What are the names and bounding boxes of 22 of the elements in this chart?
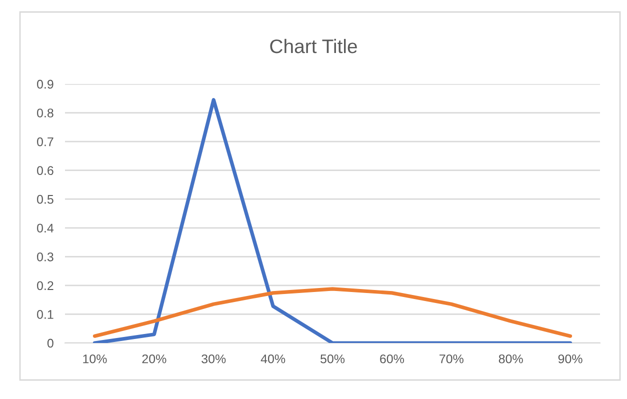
y-tick-label: 0.7 [37,137,54,146]
y-tick-label: 0.4 [37,224,54,233]
x-tick-label: 90% [558,354,582,364]
y-tick-label: 0.6 [37,166,54,175]
x-tick-label: 80% [498,354,523,364]
chart-title: Chart Title [270,38,357,54]
x-tick-label: 30% [202,354,226,364]
y-tick-label: 0.1 [37,310,54,319]
line-series [92,98,572,343]
x-tick-label: 10% [83,354,107,364]
y-tick-label: 0.9 [37,80,54,89]
x-tick-label: 60% [380,354,404,364]
y-tick-label: 0.2 [37,281,54,290]
x-tick-label: 20% [142,354,166,364]
y-tick-label: 0.3 [37,252,54,262]
line-series [92,287,572,338]
x-tick-label: 70% [440,354,464,364]
y-tick-label: 0.8 [37,108,54,118]
y-tick-label: 0 [47,338,54,348]
x-tick-label: 50% [320,354,345,364]
y-tick-label: 0.5 [37,194,54,204]
x-tick-label: 40% [260,354,286,364]
